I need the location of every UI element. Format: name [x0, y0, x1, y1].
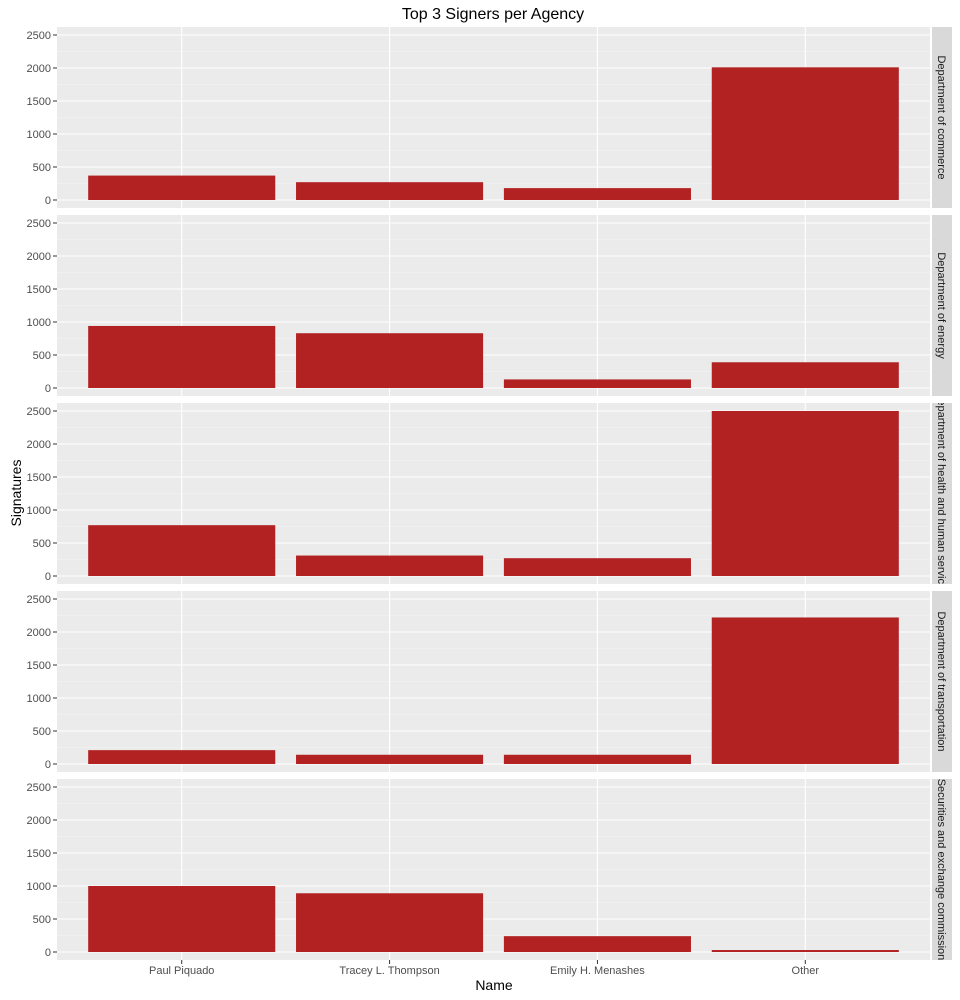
facet-strip-label-group: Securities and exchange commission — [935, 779, 947, 961]
facet-strip — [932, 215, 952, 396]
facet-strip-label-group: Department of transportation — [935, 611, 947, 751]
y-tick-label: 2000 — [27, 251, 51, 263]
y-tick-label: 2500 — [27, 406, 51, 418]
y-tick-label: 2000 — [27, 815, 51, 827]
y-tick-label: 1000 — [27, 317, 51, 329]
x-tick-label: Other — [792, 965, 820, 977]
facet-panel: 0 500 1000 1500 2000 2500 Securities and excha… — [27, 779, 952, 961]
x-axis-title: Name — [475, 977, 513, 993]
facet-strip — [932, 779, 952, 960]
facet-strip-label: Department of energy — [935, 252, 947, 359]
y-tick-label: 2000 — [27, 627, 51, 639]
y-tick-label: 0 — [45, 947, 51, 959]
y-tick-label: 500 — [33, 538, 51, 550]
facet-panel: 0 500 1000 1500 2000 2500 Department of energy — [27, 215, 952, 396]
bar — [296, 754, 484, 764]
facet-panels: 0 500 1000 1500 2000 2500 Department of commer… — [27, 27, 952, 960]
y-tick-label: 500 — [33, 350, 51, 362]
facet-panel: 0 500 1000 1500 2000 2500 Department of health… — [27, 391, 952, 596]
y-tick-label: 0 — [45, 383, 51, 395]
bar — [296, 555, 484, 576]
bar — [503, 754, 691, 764]
y-axis-title: Signatures — [8, 460, 24, 527]
bar — [88, 525, 276, 576]
bar — [711, 67, 899, 200]
bar — [296, 333, 484, 388]
bar — [711, 950, 899, 952]
y-tick-label: 1500 — [27, 848, 51, 860]
bar — [88, 325, 276, 388]
y-tick-label: 1000 — [27, 881, 51, 893]
bar — [503, 379, 691, 388]
facet-panel: 0 500 1000 1500 2000 2500 Department of transp… — [27, 591, 952, 772]
x-tick-label: Tracey L. Thompson — [339, 965, 439, 977]
y-tick-label: 500 — [33, 162, 51, 174]
facet-strip-label: Department of commerce — [935, 55, 947, 179]
y-tick-label: 500 — [33, 726, 51, 738]
bar — [296, 182, 484, 200]
facet-panel: 0 500 1000 1500 2000 2500 Department of commer… — [27, 27, 952, 208]
facet-strip-label: Department of transportation — [935, 611, 947, 751]
facet-strip-label-group: Department of energy — [935, 252, 947, 359]
y-tick-label: 2000 — [27, 439, 51, 451]
y-tick-label: 1500 — [27, 660, 51, 672]
y-tick-label: 500 — [33, 914, 51, 926]
x-tick-label: Paul Piquado — [149, 965, 214, 977]
y-tick-label: 2500 — [27, 594, 51, 606]
x-tick-labels: Paul Piquado Tracey L. Thompson Emily H. M… — [149, 960, 819, 977]
y-tick-label: 1500 — [27, 96, 51, 108]
bar — [711, 617, 899, 764]
y-tick-label: 2500 — [27, 218, 51, 230]
bar — [88, 750, 276, 764]
y-tick-label: 0 — [45, 195, 51, 207]
y-tick-label: 0 — [45, 759, 51, 771]
bar — [503, 936, 691, 952]
y-tick-label: 1500 — [27, 472, 51, 484]
bar — [296, 893, 484, 952]
y-tick-label: 2500 — [27, 30, 51, 42]
facet-strip — [932, 403, 952, 584]
facet-strip — [932, 27, 952, 208]
bar — [503, 558, 691, 576]
chart-title: Top 3 Signers per Agency — [402, 6, 584, 23]
bar — [711, 411, 899, 576]
facet-strip — [932, 591, 952, 772]
y-tick-label: 1000 — [27, 129, 51, 141]
x-tick-label: Emily H. Menashes — [550, 965, 645, 977]
y-tick-label: 1500 — [27, 284, 51, 296]
facet-strip-label-group: Department of health and human services — [935, 391, 947, 596]
bar — [503, 188, 691, 200]
y-tick-label: 1000 — [27, 693, 51, 705]
y-tick-label: 2000 — [27, 63, 51, 75]
bar — [88, 886, 276, 952]
y-tick-label: 1000 — [27, 505, 51, 517]
bar — [88, 175, 276, 200]
y-tick-label: 0 — [45, 571, 51, 583]
facet-strip-label: Department of health and human services — [935, 391, 947, 596]
y-tick-label: 2500 — [27, 782, 51, 794]
facet-strip-label-group: Department of commerce — [935, 55, 947, 179]
facet-strip-label: Securities and exchange commission — [935, 779, 947, 961]
bar — [711, 362, 899, 388]
